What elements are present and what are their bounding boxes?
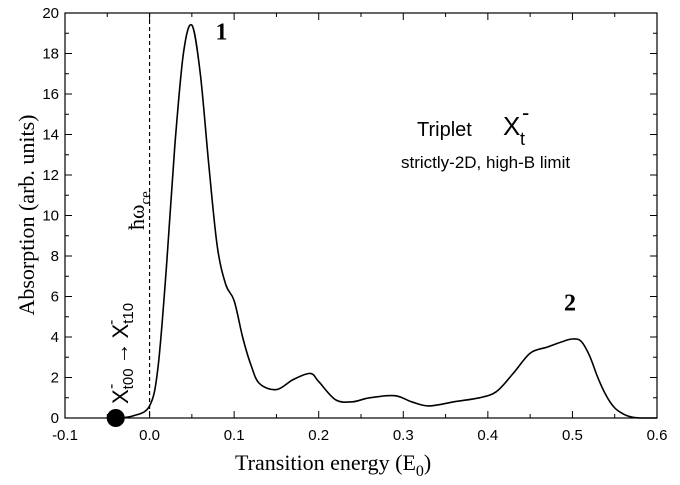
limit-subtitle: strictly-2D, high-B limit (401, 153, 570, 172)
peak-1-label: 1 (216, 19, 228, 45)
hbar-omega-ce-label: ħωce (124, 191, 154, 230)
triplet-symbol-sup: - (522, 100, 529, 125)
x-tick-label: 0.1 (224, 427, 245, 444)
triplet-symbol: X (503, 111, 520, 141)
x-tick-label: 0.0 (139, 427, 160, 444)
y-tick-label: 2 (51, 370, 59, 387)
svg-text:-: - (103, 384, 120, 389)
absorption-curve (115, 23, 657, 419)
x-tick-label: 0.2 (308, 427, 329, 444)
x-tick-label: 0.6 (647, 427, 668, 444)
x-tick-label: 0.5 (562, 427, 583, 444)
y-tick-label: 4 (51, 329, 59, 346)
y-tick-label: 10 (42, 208, 59, 225)
y-axis-title-group: Absorption (arb. units) (14, 114, 39, 315)
y-axis-title: Absorption (arb. units) (14, 114, 39, 315)
transition-label: Xt00→Xt10 - - (103, 303, 137, 404)
triplet-title: Triplet (417, 119, 472, 141)
peak-2-label: 2 (564, 291, 576, 317)
x-axis-title: Transition energy (E0) (235, 450, 431, 480)
y-tick-label: 14 (42, 127, 59, 144)
y-tick-label: 8 (51, 248, 59, 265)
triplet-symbol-sub: t (520, 129, 525, 149)
x-tick-label: 0.4 (477, 427, 498, 444)
y-tick-label: 0 (51, 410, 59, 427)
y-tick-label: 12 (42, 167, 59, 184)
axis-ticks (64, 12, 658, 419)
y-tick-label: 6 (51, 289, 59, 306)
svg-text:Xt00→Xt10: Xt00→Xt10 (108, 303, 137, 404)
x-tick-label: -0.1 (52, 427, 78, 444)
y-tick-label: 18 (42, 46, 59, 63)
svg-text:ħωce: ħωce (124, 191, 154, 230)
plot-frame (64, 12, 658, 419)
y-tick-label: 20 (42, 5, 59, 22)
svg-text:-: - (103, 320, 120, 325)
y-tick-label: 16 (42, 86, 59, 103)
tick-labels: -0.1 0.0 0.1 0.2 0.3 0.4 0.5 0.6024681012141618… (42, 5, 667, 444)
x-tick-label: 0.3 (393, 427, 414, 444)
